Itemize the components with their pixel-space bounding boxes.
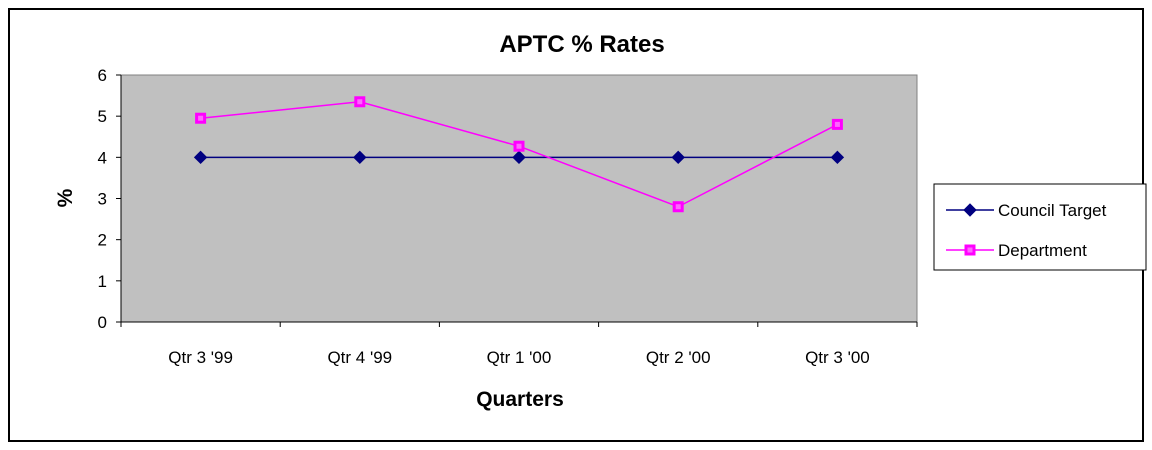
data-point-council-target — [193, 150, 208, 165]
y-tick-label: 6 — [98, 66, 107, 85]
data-point-department-inner — [198, 115, 204, 121]
x-tick-label: Qtr 2 '00 — [646, 348, 711, 367]
data-point-department-inner — [357, 99, 363, 105]
y-tick-label: 1 — [98, 272, 107, 291]
legend-marker-council-target — [963, 203, 977, 217]
x-tick-label: Qtr 1 '00 — [487, 348, 552, 367]
y-tick-label: 3 — [98, 190, 107, 209]
x-tick-label: Qtr 3 '00 — [805, 348, 870, 367]
data-point-department-inner — [675, 204, 681, 210]
x-tick-label: Qtr 3 '99 — [168, 348, 233, 367]
y-tick-label: 5 — [98, 107, 107, 126]
legend: Council Target Department — [933, 183, 1147, 271]
x-tick-label: Qtr 4 '99 — [327, 348, 392, 367]
legend-label-department: Department — [998, 241, 1087, 260]
legend-box — [933, 183, 1147, 271]
legend-marker-inner — [967, 247, 973, 253]
y-tick-label: 4 — [98, 148, 107, 167]
data-point-council-target — [830, 150, 845, 165]
x-axis-ticks: Qtr 3 '99 Qtr 4 '99 Qtr 1 '00 Qtr 2 '00 Qtr … — [120, 322, 918, 367]
data-point-council-target — [353, 150, 367, 165]
data-point-department-inner — [516, 143, 522, 149]
y-axis-title: % — [54, 188, 77, 207]
plot-area — [120, 74, 918, 323]
y-tick-label: 0 — [98, 313, 107, 332]
data-point-department-inner — [834, 121, 840, 127]
data-point-council-target — [512, 150, 526, 165]
series-markers — [193, 96, 845, 213]
x-axis-title: Quarters — [476, 388, 564, 411]
chart-title: APTC % Rates — [499, 31, 664, 58]
y-tick-label: 2 — [98, 231, 107, 250]
legend-label-council-target: Council Target — [998, 201, 1107, 220]
y-axis-ticks: 0 1 2 3 4 5 6 — [98, 66, 121, 332]
data-point-council-target — [671, 150, 685, 165]
